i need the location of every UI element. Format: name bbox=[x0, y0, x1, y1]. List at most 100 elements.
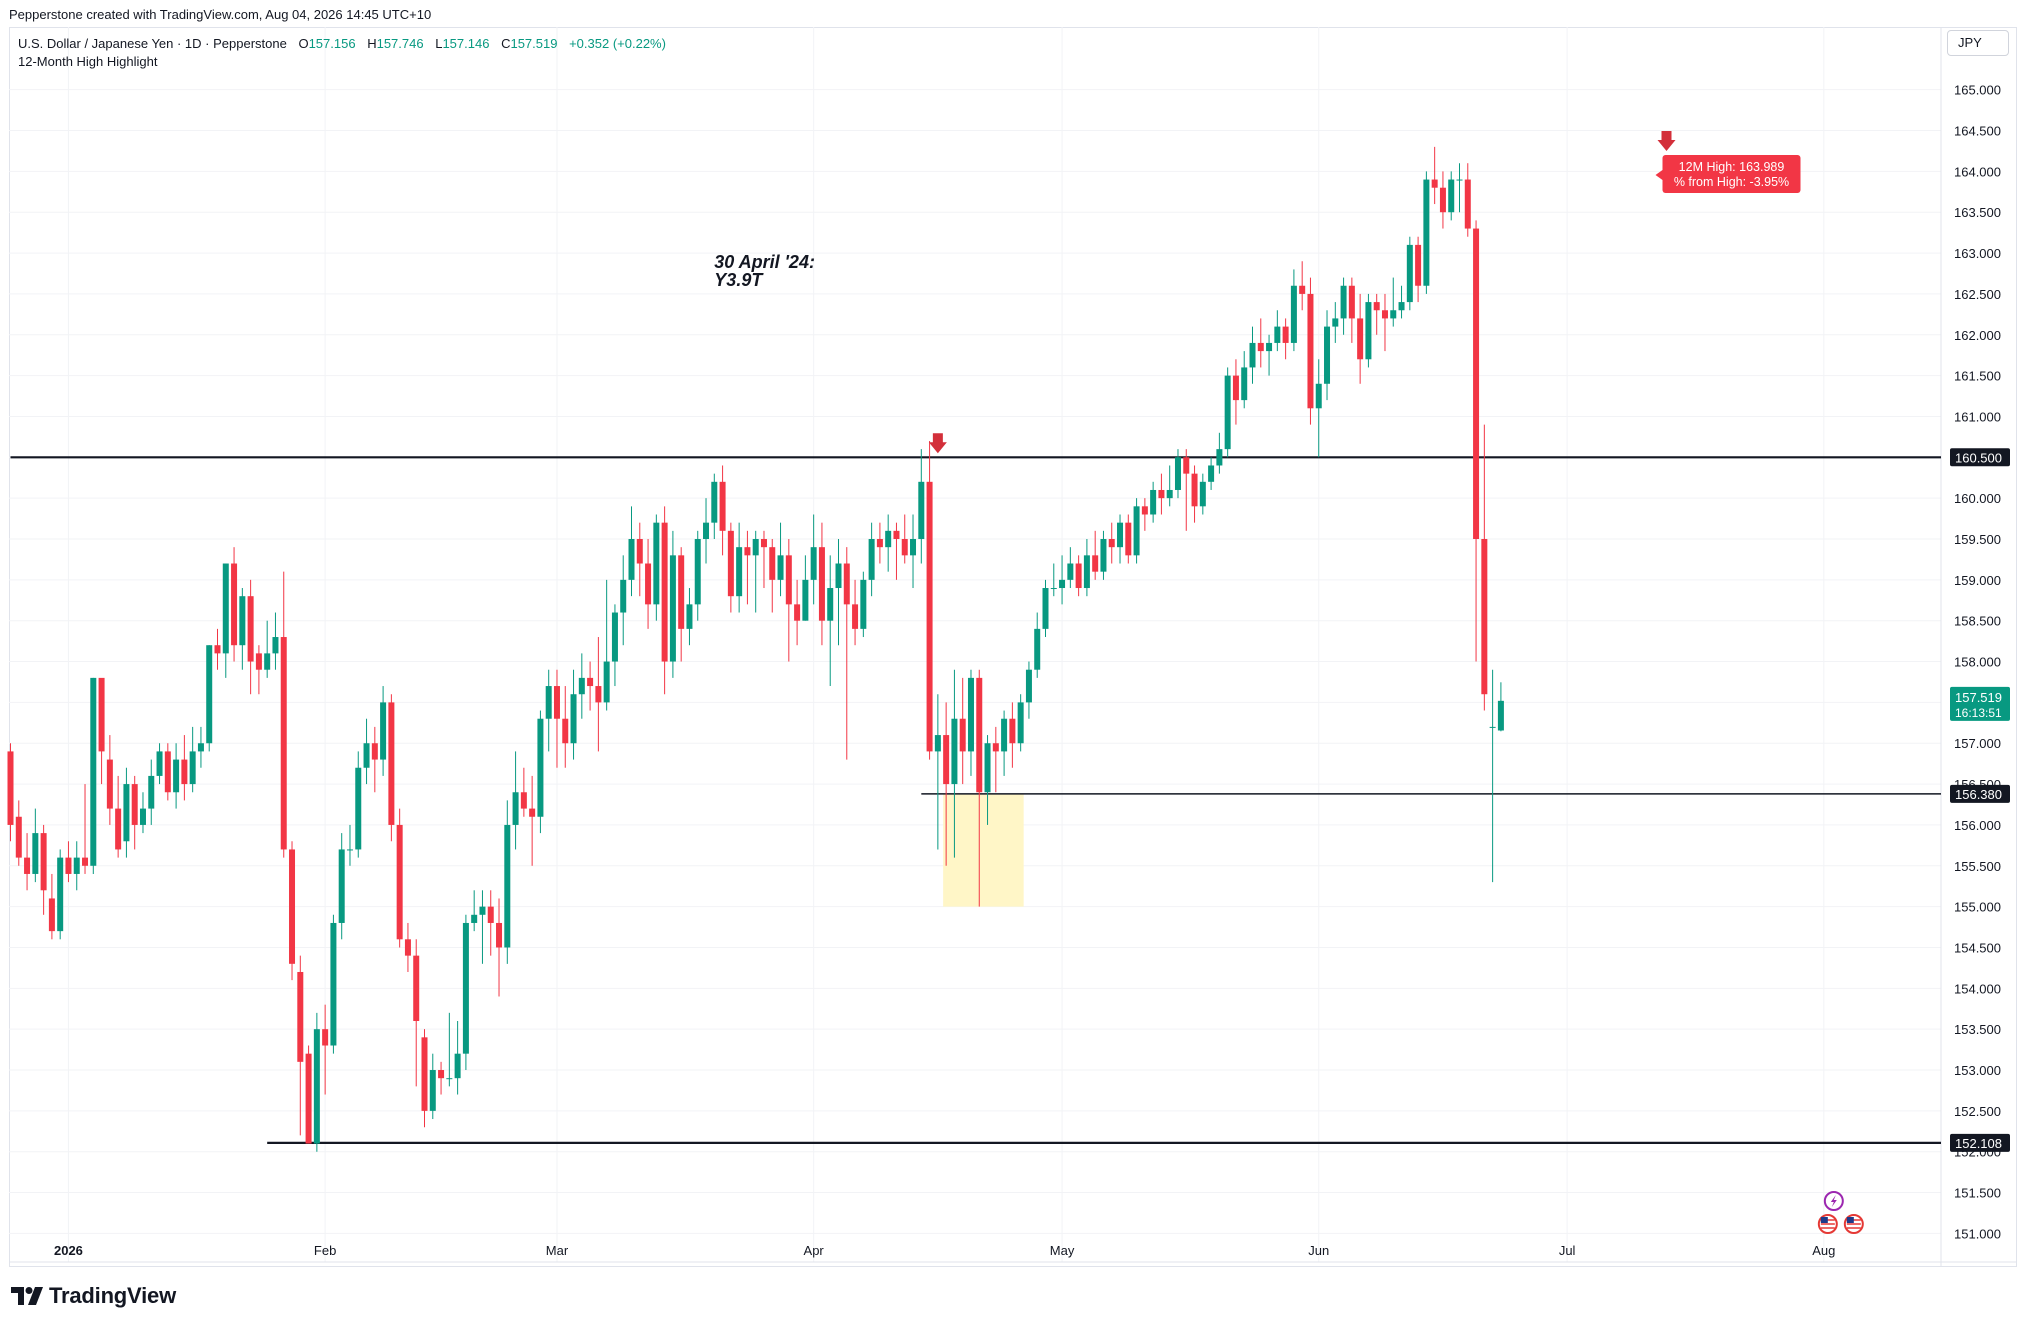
candle[interactable] bbox=[123, 767, 130, 858]
candle[interactable] bbox=[438, 1061, 445, 1095]
candle[interactable] bbox=[959, 677, 966, 785]
candle[interactable] bbox=[628, 506, 635, 597]
tradingview-brand[interactable]: TradingView bbox=[11, 1281, 176, 1311]
candle[interactable] bbox=[371, 726, 378, 793]
candle[interactable] bbox=[297, 955, 304, 1136]
candle[interactable] bbox=[1497, 682, 1504, 732]
candle[interactable] bbox=[620, 555, 627, 646]
candle[interactable] bbox=[1025, 661, 1032, 719]
candle[interactable] bbox=[396, 808, 403, 948]
candle[interactable] bbox=[1232, 359, 1239, 425]
candle[interactable] bbox=[578, 653, 585, 719]
candle[interactable] bbox=[1059, 555, 1066, 605]
candle[interactable] bbox=[322, 1004, 329, 1095]
candle[interactable] bbox=[719, 465, 726, 556]
candle[interactable] bbox=[744, 530, 751, 605]
candle[interactable] bbox=[504, 800, 511, 964]
candle[interactable] bbox=[810, 514, 817, 605]
candle[interactable] bbox=[98, 677, 105, 785]
candle[interactable] bbox=[446, 1012, 453, 1087]
candle[interactable] bbox=[156, 743, 163, 785]
candle[interactable] bbox=[520, 767, 527, 817]
candle[interactable] bbox=[595, 637, 602, 752]
candle[interactable] bbox=[1042, 579, 1049, 638]
candle[interactable] bbox=[910, 514, 917, 589]
candle[interactable] bbox=[1001, 710, 1008, 776]
candle[interactable] bbox=[1141, 498, 1148, 531]
candle[interactable] bbox=[421, 1029, 428, 1128]
candle[interactable] bbox=[769, 539, 776, 613]
candle[interactable] bbox=[636, 522, 643, 597]
candle[interactable] bbox=[1092, 530, 1099, 580]
candle[interactable] bbox=[57, 849, 64, 940]
candle[interactable] bbox=[1108, 522, 1115, 564]
candle[interactable] bbox=[1390, 277, 1397, 327]
candle[interactable] bbox=[893, 522, 900, 580]
candle[interactable] bbox=[1208, 457, 1215, 490]
candle[interactable] bbox=[189, 726, 196, 793]
candle[interactable] bbox=[429, 1053, 436, 1120]
candle[interactable] bbox=[1183, 449, 1190, 531]
candle[interactable] bbox=[1473, 220, 1480, 662]
candle[interactable] bbox=[1274, 310, 1281, 352]
candle[interactable] bbox=[868, 522, 875, 597]
candle[interactable] bbox=[545, 669, 552, 752]
candle[interactable] bbox=[1017, 694, 1024, 752]
indicator-name[interactable]: 12-Month High Highlight bbox=[18, 54, 158, 69]
candle[interactable] bbox=[611, 604, 618, 687]
candle[interactable] bbox=[1398, 285, 1405, 319]
candle[interactable] bbox=[206, 645, 213, 752]
candle[interactable] bbox=[512, 751, 519, 850]
candle[interactable] bbox=[736, 522, 743, 613]
candle[interactable] bbox=[1125, 514, 1132, 564]
candle[interactable] bbox=[404, 922, 411, 972]
candle[interactable] bbox=[48, 873, 55, 940]
candle[interactable] bbox=[794, 579, 801, 646]
candle[interactable] bbox=[1050, 563, 1057, 597]
candle[interactable] bbox=[1373, 293, 1380, 335]
candle[interactable] bbox=[1117, 514, 1124, 564]
candle[interactable] bbox=[860, 571, 867, 638]
candle[interactable] bbox=[1158, 473, 1165, 515]
candle[interactable] bbox=[1009, 702, 1016, 768]
last-price-tag[interactable] bbox=[1950, 686, 2010, 721]
candle[interactable] bbox=[247, 579, 254, 695]
candle[interactable] bbox=[471, 890, 478, 932]
candle[interactable] bbox=[380, 686, 387, 776]
candle[interactable] bbox=[1456, 163, 1463, 213]
candle[interactable] bbox=[1307, 277, 1314, 425]
candle[interactable] bbox=[7, 743, 14, 842]
candle[interactable] bbox=[1257, 318, 1264, 368]
candle[interactable] bbox=[106, 735, 113, 825]
candle[interactable] bbox=[164, 743, 171, 801]
us-flag-icon[interactable] bbox=[1817, 1214, 1838, 1234]
candle[interactable] bbox=[727, 522, 734, 613]
candle[interactable] bbox=[1324, 310, 1331, 401]
currency-button[interactable]: JPY bbox=[1947, 30, 2009, 56]
candle[interactable] bbox=[1406, 236, 1413, 311]
candle[interactable] bbox=[645, 539, 652, 629]
chart-frame[interactable] bbox=[9, 27, 2017, 1267]
candle[interactable] bbox=[802, 555, 809, 621]
candle[interactable] bbox=[1448, 171, 1455, 221]
candle[interactable] bbox=[901, 514, 908, 564]
candle[interactable] bbox=[918, 449, 925, 564]
candle[interactable] bbox=[653, 514, 660, 621]
candle[interactable] bbox=[346, 824, 353, 866]
candle[interactable] bbox=[305, 1045, 312, 1144]
candle[interactable] bbox=[280, 571, 287, 858]
candle[interactable] bbox=[926, 440, 933, 760]
candle[interactable] bbox=[1241, 351, 1248, 409]
candle[interactable] bbox=[537, 710, 544, 834]
candle[interactable] bbox=[1075, 555, 1082, 597]
candle[interactable] bbox=[1166, 465, 1173, 507]
candle[interactable] bbox=[1249, 326, 1256, 384]
candle[interactable] bbox=[1266, 334, 1273, 376]
candle[interactable] bbox=[1199, 473, 1206, 515]
candle[interactable] bbox=[984, 735, 991, 825]
candle[interactable] bbox=[835, 539, 842, 646]
economic-events[interactable] bbox=[1817, 1191, 1864, 1234]
candle[interactable] bbox=[272, 612, 279, 670]
candle[interactable] bbox=[222, 563, 229, 678]
level-price-tag[interactable] bbox=[1950, 1133, 2010, 1152]
